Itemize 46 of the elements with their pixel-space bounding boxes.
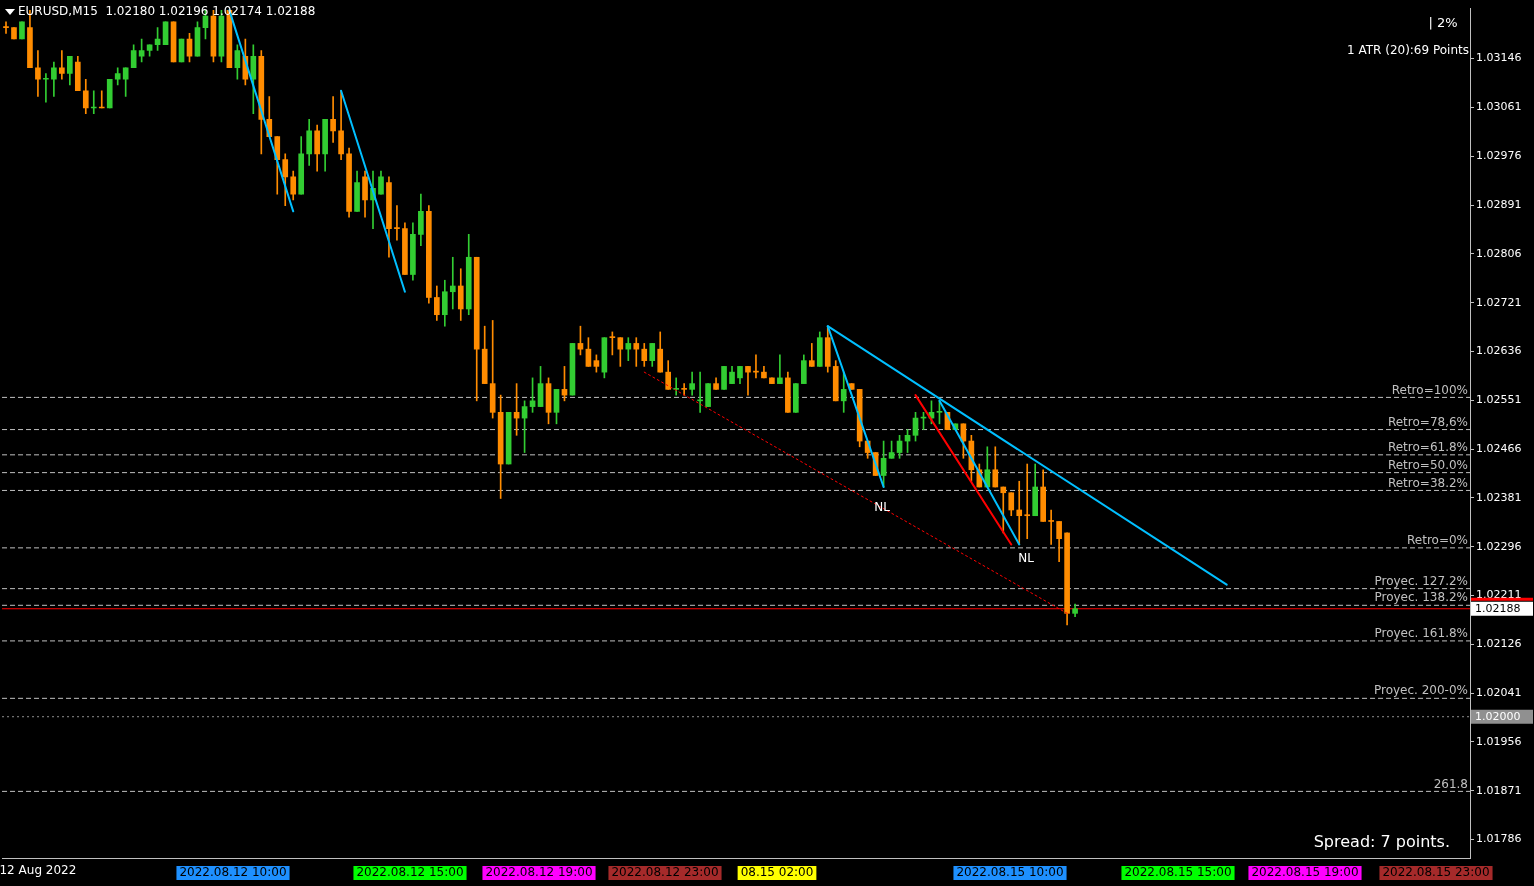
text: 2022.08.15 10:00 xyxy=(956,865,1064,880)
annotation: 1 ATR (20):69 Points xyxy=(1346,43,1469,58)
text: 2022.08.12 10:00 xyxy=(179,865,287,880)
y-tick-label: 1.02211 xyxy=(1476,588,1522,602)
y-tick-label: 1.02296 xyxy=(1476,539,1522,553)
x-tick-label: 12 Aug 2022 xyxy=(0,863,77,878)
ref-line-label: 1.02188 xyxy=(1475,601,1521,615)
annotation: Proyec. 138.2% xyxy=(1374,590,1468,605)
ref-line-label: 1.02000 xyxy=(1475,709,1521,723)
annotation: Proyec. 200-0% xyxy=(1373,683,1468,698)
y-tick-label: 1.02806 xyxy=(1476,246,1522,260)
text: 08.15 02:00 xyxy=(740,865,814,880)
annotation: Spread: 7 points. xyxy=(1313,832,1450,852)
y-tick-label: 1.01786 xyxy=(1476,832,1522,846)
y-tick-label: 1.02636 xyxy=(1476,344,1522,358)
annotation: Retro=50.0% xyxy=(1387,457,1468,472)
y-tick-label: 1.02041 xyxy=(1476,686,1522,700)
text: 2022.08.15 23:00 xyxy=(1382,865,1490,880)
y-tick-label: 1.03061 xyxy=(1476,100,1522,114)
chart-title: EURUSD,M15 1.02180 1.02196 1.02174 1.02188 xyxy=(18,4,316,19)
annotation: Retro=78,6% xyxy=(1387,414,1468,429)
text: 2022.08.12 19:00 xyxy=(485,865,593,880)
y-tick-label: 1.02381 xyxy=(1476,490,1522,504)
text: 2022.08.15 15:00 xyxy=(1124,865,1232,880)
y-tick-label: 1.02721 xyxy=(1476,295,1522,309)
y-tick-label: 1.02466 xyxy=(1476,441,1522,455)
annotation: Proyec. 127.2% xyxy=(1374,573,1468,588)
annotation: Retro=61.8% xyxy=(1387,439,1468,454)
y-tick-label: 1.02551 xyxy=(1476,393,1522,407)
text: 2022.08.15 19:00 xyxy=(1251,865,1359,880)
y-tick-label: 1.02126 xyxy=(1476,637,1522,651)
text: 2022.08.12 15:00 xyxy=(356,865,464,880)
annotation: Retro=38.2% xyxy=(1387,475,1468,490)
annotation: Proyec. 161.8% xyxy=(1374,626,1468,641)
annotation: | 2% xyxy=(1428,15,1458,31)
annotation: Retro=0% xyxy=(1407,533,1468,547)
annotation: NL xyxy=(874,500,891,515)
annotation: Retro=100% xyxy=(1391,382,1468,397)
y-tick-label: 1.01871 xyxy=(1476,783,1522,797)
y-tick-label: 1.01956 xyxy=(1476,734,1522,748)
text: 2022.08.12 23:00 xyxy=(611,865,719,880)
y-tick-label: 1.02976 xyxy=(1476,149,1522,163)
y-tick-label: 1.03146 xyxy=(1476,51,1522,65)
y-tick-label: 1.02891 xyxy=(1476,197,1522,211)
annotation: NL xyxy=(1018,551,1035,566)
annotation: 261.8 xyxy=(1433,776,1468,791)
